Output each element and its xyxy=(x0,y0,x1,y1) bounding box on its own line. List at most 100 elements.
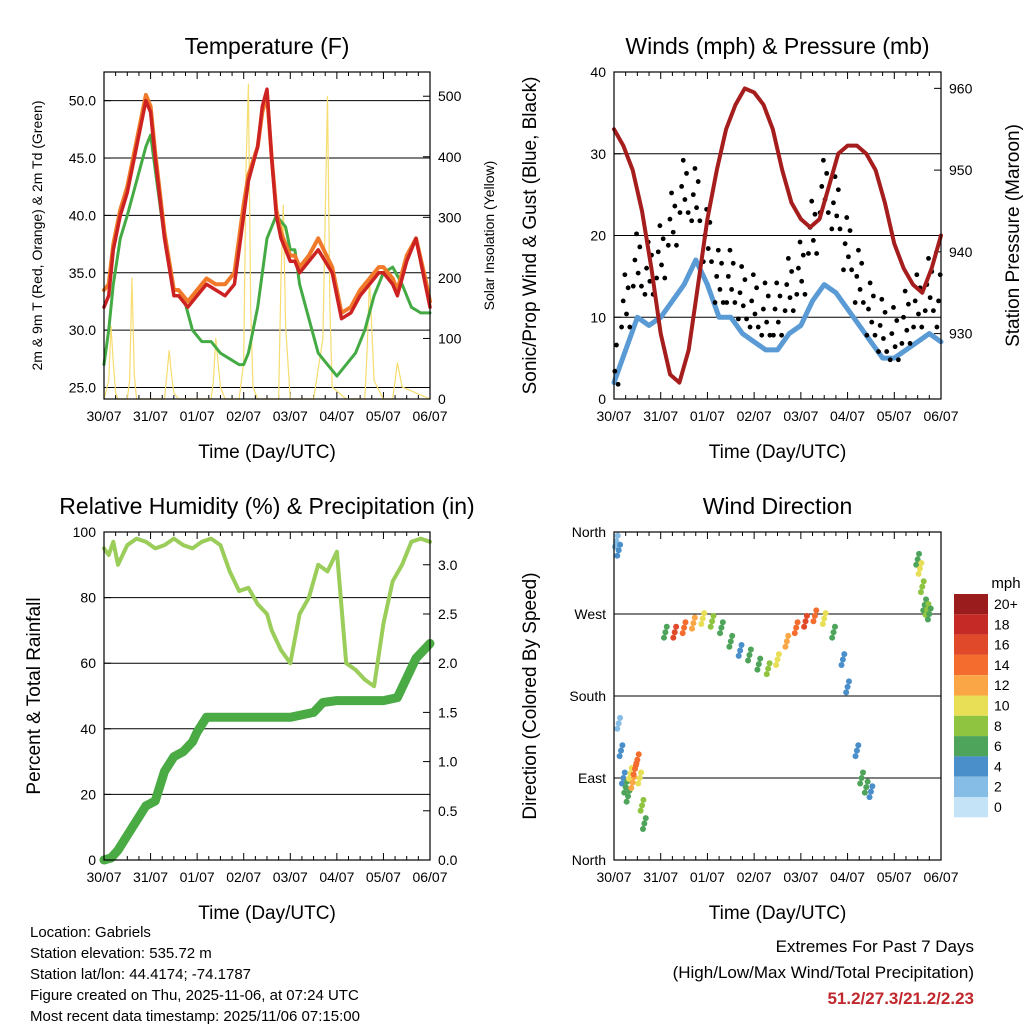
humidity-xtick-label: 03/07 xyxy=(273,869,308,885)
gust-point xyxy=(737,290,743,296)
wind-direction-point xyxy=(917,589,924,596)
wind-direction-point xyxy=(802,618,809,625)
wind-direction-point xyxy=(766,660,773,667)
winddir-left-tick-label: South xyxy=(569,688,606,704)
winds-right-tick-label: 960 xyxy=(949,80,973,96)
wind-direction-point xyxy=(673,623,680,630)
gust-point xyxy=(847,228,853,233)
gust-point xyxy=(690,192,696,198)
temperature-left-tick-label: 40.0 xyxy=(69,207,96,223)
wind-direction-point xyxy=(726,643,733,650)
legend-label: 0 xyxy=(994,799,1002,815)
wind-direction-point xyxy=(614,532,621,539)
gust-point xyxy=(715,247,721,253)
wind-direction-point xyxy=(638,769,645,776)
wind-direction-point xyxy=(845,678,852,685)
wind-direction-point xyxy=(625,793,632,800)
wind-direction-point xyxy=(803,612,810,619)
temperature-right-tick-label: 400 xyxy=(438,149,462,165)
legend-title: mph xyxy=(991,575,1020,592)
wind-direction-point xyxy=(810,618,817,625)
humidity-xlabel: Time (Day/UTC) xyxy=(198,903,336,924)
gust-point xyxy=(872,332,878,338)
wind-direction-point xyxy=(707,623,714,630)
wind-direction-point xyxy=(916,550,923,557)
gust-point xyxy=(767,332,773,338)
gust-point xyxy=(787,295,793,301)
wind-direction-point xyxy=(927,605,934,612)
winddir-xtick-label: 02/07 xyxy=(737,869,772,885)
wind-direction-point xyxy=(621,789,628,796)
gust-point xyxy=(750,272,756,278)
gust-point xyxy=(922,308,928,314)
gust-point xyxy=(937,272,943,278)
gust-point xyxy=(685,210,691,216)
gust-point xyxy=(842,241,848,247)
wind-direction-point xyxy=(717,630,724,637)
gust-point xyxy=(760,306,766,312)
wind-direction-point xyxy=(913,561,920,568)
temperature-right-tick-label: 100 xyxy=(438,330,462,346)
legend-swatch xyxy=(954,736,988,757)
winds-right-tick-label: 940 xyxy=(949,244,973,260)
winds-xtick-label: 04/07 xyxy=(830,408,865,424)
temperature-y2label: Solar Insolation (Yellow) xyxy=(481,161,497,311)
gust-point xyxy=(799,278,805,284)
winds-left-tick-label: 30 xyxy=(590,146,606,162)
temperature-ylabel: 2m & 9m T (Red, Orange) & 2m Td (Green) xyxy=(29,101,45,371)
legend-label: 4 xyxy=(994,758,1002,774)
legend-swatch xyxy=(954,614,988,635)
wind-direction-point xyxy=(838,662,845,669)
gust-point xyxy=(825,210,831,216)
gust-point xyxy=(697,218,703,224)
wind-direction-point xyxy=(829,634,836,641)
legend-swatch xyxy=(954,695,988,716)
wind-direction-point xyxy=(914,556,921,563)
gust-point xyxy=(759,332,765,338)
wind-direction-point xyxy=(689,625,696,632)
winds-ylabel: Sonic/Prop Wind & Gust (Blue, Black) xyxy=(520,77,541,395)
gust-point xyxy=(730,260,736,266)
legend-swatch xyxy=(954,634,988,655)
gust-point xyxy=(904,327,910,333)
winddir-xtick-label: 01/07 xyxy=(690,869,725,885)
wind-direction-point xyxy=(641,820,648,827)
winds-xtick-label: 01/07 xyxy=(690,408,725,424)
legend-label: 12 xyxy=(994,677,1010,693)
wind-direction-point xyxy=(628,785,635,792)
gust-point xyxy=(679,184,685,189)
wind-direction-point xyxy=(709,618,716,625)
gust-point xyxy=(717,287,723,292)
wind-direction-point xyxy=(745,657,752,664)
gust-point xyxy=(906,301,911,307)
wind-direction-point xyxy=(915,570,922,577)
gust-point xyxy=(729,287,735,292)
gust-point xyxy=(837,226,843,232)
wind-direction-point xyxy=(639,802,646,809)
gust-point xyxy=(824,170,830,176)
gust-point xyxy=(869,319,875,325)
gust-point xyxy=(912,298,918,304)
station-info: Location: Gabriels Station elevation: 53… xyxy=(30,922,360,1027)
gust-point xyxy=(870,293,876,299)
wind-direction-point xyxy=(765,665,772,672)
wind-direction-point xyxy=(623,798,630,805)
wind-direction-point xyxy=(841,651,848,658)
gust-point xyxy=(774,280,780,286)
wind-direction-point xyxy=(755,661,762,668)
winds-xtick-label: 05/07 xyxy=(877,408,912,424)
humidity-panel: Relative Humidity (%) & Precipitation (i… xyxy=(24,493,475,924)
winds-xtick-label: 03/07 xyxy=(783,408,818,424)
extremes-subtitle: (High/Low/Max Wind/Total Precipitation) xyxy=(672,963,974,982)
winddir-xtick-label: 04/07 xyxy=(830,869,865,885)
extremes-values: 51.2/27.3/21.2/2.23 xyxy=(827,989,974,1008)
gust-point xyxy=(784,282,790,287)
wind-direction-point xyxy=(853,747,860,754)
gust-point xyxy=(859,260,865,266)
humidity-left-tick-label: 20 xyxy=(80,786,96,802)
temperature-xtick-label: 31/07 xyxy=(133,408,168,424)
temperature-xtick-label: 03/07 xyxy=(273,408,308,424)
wind-direction-point xyxy=(864,778,871,785)
gust-point xyxy=(622,272,628,278)
